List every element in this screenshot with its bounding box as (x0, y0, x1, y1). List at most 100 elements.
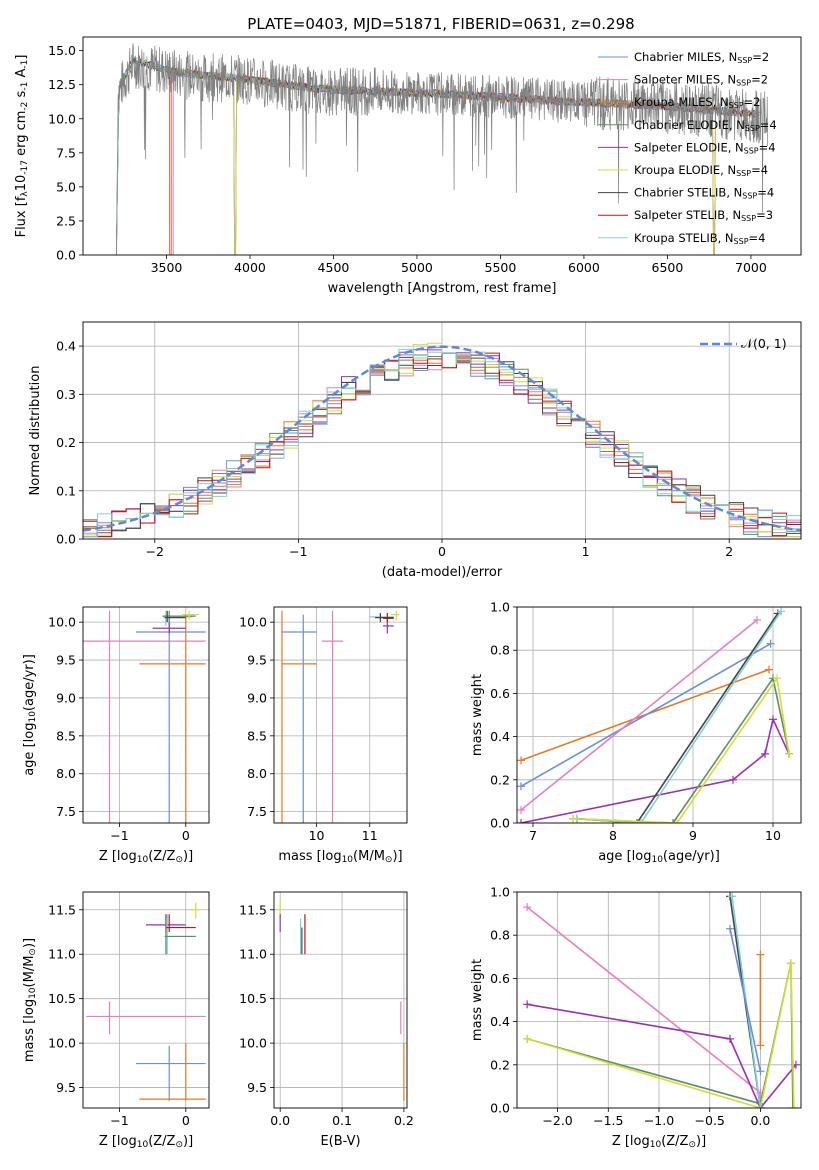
normal-curve (83, 345, 801, 532)
y-tick-label: 10.0 (48, 111, 76, 126)
y-tick-label: 11.5 (48, 902, 76, 917)
y-tick-label: 0.2 (490, 772, 510, 787)
x-tick-label: 0 (182, 828, 190, 843)
y-tick-label: 10.0 (48, 1036, 76, 1051)
y-tick-label: 0.0 (56, 532, 76, 547)
mass-weight-line (520, 643, 771, 787)
y-tick-label: 2.5 (56, 213, 76, 228)
plot-area (274, 607, 407, 823)
y-tick-label: 9.5 (247, 653, 267, 668)
panel-mass_vs_ebv: 0.0 0.1 0.2 9.5 10.0 10.5 11.0 11.5 E(B-V) (239, 891, 414, 1149)
plot-area (83, 892, 209, 1108)
x-axis-label: mass [log10(M/M⊙)] (278, 849, 402, 865)
x-tick-label: −0.5 (695, 1113, 725, 1128)
legend-entry: 𝒩(0, 1) (741, 336, 787, 351)
x-axis-label: Z [log10(Z/Z⊙)] (99, 849, 193, 865)
y-tick-label: 0.4 (490, 729, 510, 744)
y-tick-label: 10.0 (239, 615, 267, 630)
y-axis-label: Flux [fλ10-17 erg cm-2 s-1 A-1] (14, 55, 30, 238)
axes-frame (82, 36, 802, 256)
x-tick-label: 7 (529, 828, 537, 843)
y-tick-label: 7.5 (56, 804, 76, 819)
y-tick-label: 0.8 (490, 928, 510, 943)
y-axis-label: age [log10(age/yr)] (22, 654, 38, 776)
axes-frame (273, 891, 408, 1109)
y-tick-label: 0.1 (56, 483, 76, 498)
mass-weight-line (572, 676, 790, 823)
x-axis-label: Z [log10(Z/Z⊙)] (99, 1134, 193, 1150)
y-tick-label: 8.0 (56, 766, 76, 781)
y-tick-label: 10.0 (48, 615, 76, 630)
y-tick-label: 9.5 (56, 653, 76, 668)
panel-massweight_vs_Z: −2.0 −1.5 −1.0 −0.5 0.0 0.0 0.2 0.4 0.6 0.8 1.0 Z [… (470, 885, 802, 1150)
x-tick-label: 10 (765, 828, 781, 843)
plot-area (517, 607, 801, 823)
legend-entry: Chabrier MILES, NSSP=2 (634, 50, 769, 65)
y-tick-label: 10.5 (48, 991, 76, 1006)
x-axis-label: age [log10(age/yr)] (598, 849, 720, 865)
legend-entry: Salpeter ELODIE, NSSP=4 (634, 140, 776, 155)
x-tick-label: 0.2 (394, 1113, 414, 1128)
mass-weight-line (729, 928, 762, 1072)
x-tick-label: 10 (309, 828, 325, 843)
y-tick-label: 12.5 (48, 77, 76, 92)
panel-residuals: −2 −1 0 1 2 0.0 0.1 0.2 0.3 0.4 (data-model)/error… (28, 321, 802, 580)
plot-area (83, 322, 801, 539)
x-tick-label: 0.1 (332, 1113, 352, 1128)
figure-title: PLATE=0403, MJD=51871, FIBERID=0631, z=0… (247, 15, 634, 33)
y-tick-label: 9.5 (56, 1080, 76, 1095)
y-tick-label: 0.0 (56, 248, 76, 263)
y-tick-label: 7.5 (247, 804, 267, 819)
plot-area (115, 43, 768, 255)
y-axis-label: mass weight (470, 674, 485, 756)
y-tick-label: 10.0 (239, 1036, 267, 1051)
mass-weight-line (526, 963, 795, 1108)
mass-weight-line (520, 716, 790, 823)
x-tick-label: 1 (582, 544, 590, 559)
y-tick-label: 0.3 (56, 387, 76, 402)
y-tick-label: 5.0 (56, 179, 76, 194)
y-tick-label: 1.0 (490, 600, 510, 615)
x-tick-label: 8 (609, 828, 617, 843)
x-tick-label: 5500 (485, 260, 517, 275)
legend-entry: Kroupa ELODIE, NSSP=4 (634, 163, 768, 178)
legend-entry: Chabrier ELODIE, NSSP=4 (634, 118, 777, 133)
x-tick-label: 3500 (151, 260, 183, 275)
axes-frame (516, 606, 802, 824)
x-tick-label: 4000 (234, 260, 266, 275)
x-tick-label: 9 (689, 828, 697, 843)
y-tick-label: 7.5 (56, 145, 76, 160)
y-tick-label: 0.6 (490, 971, 510, 986)
residual-histogram (83, 352, 801, 538)
y-tick-label: 0.0 (490, 1101, 510, 1116)
legend-entry: Kroupa MILES, NSSP=2 (634, 95, 760, 110)
x-tick-label: 7000 (735, 260, 767, 275)
y-tick-label: 15.0 (48, 43, 76, 58)
y-tick-label: 0.2 (490, 1057, 510, 1072)
y-tick-label: 8.5 (56, 728, 76, 743)
x-tick-label: 5000 (401, 260, 433, 275)
y-tick-label: 11.5 (239, 902, 267, 917)
panel-age_vs_mass: 10 11 7.5 8.0 8.5 9.0 9.5 10.0 mass [log10(M/M⊙)… (239, 606, 408, 865)
axes-frame (273, 606, 408, 824)
panel-age_vs_Z: −1 0 7.5 8.0 8.5 9.0 9.5 10.0 Z [log10(Z/Z⊙)] age… (22, 606, 210, 865)
y-tick-label: 0.6 (490, 686, 510, 701)
y-tick-label: 9.0 (56, 690, 76, 705)
y-tick-label: 9.5 (247, 1080, 267, 1095)
y-tick-label: 10.5 (239, 991, 267, 1006)
y-tick-label: 0.4 (490, 1014, 510, 1029)
y-tick-label: 0.2 (56, 435, 76, 450)
y-tick-label: 0.4 (56, 339, 76, 354)
x-tick-label: −1.5 (593, 1113, 623, 1128)
plot-area (517, 892, 801, 1108)
x-tick-label: −1 (110, 828, 128, 843)
axes-frame (516, 891, 802, 1109)
x-tick-label: 4500 (318, 260, 350, 275)
y-tick-label: 8.0 (247, 766, 267, 781)
panel-massweight_vs_age: 7 8 9 10 0.0 0.2 0.4 0.6 0.8 1.0 age [log10(age/yr… (470, 600, 802, 865)
panel-spectrum: 3500 4000 4500 5000 5500 6000 6500 7000 0.0 2.5 5.… (14, 36, 802, 296)
legend-entry: Salpeter MILES, NSSP=2 (634, 73, 768, 88)
x-axis-label: (data-model)/error (382, 565, 503, 580)
mass-weight-line (520, 619, 758, 811)
y-axis-label: mass weight (470, 959, 485, 1041)
